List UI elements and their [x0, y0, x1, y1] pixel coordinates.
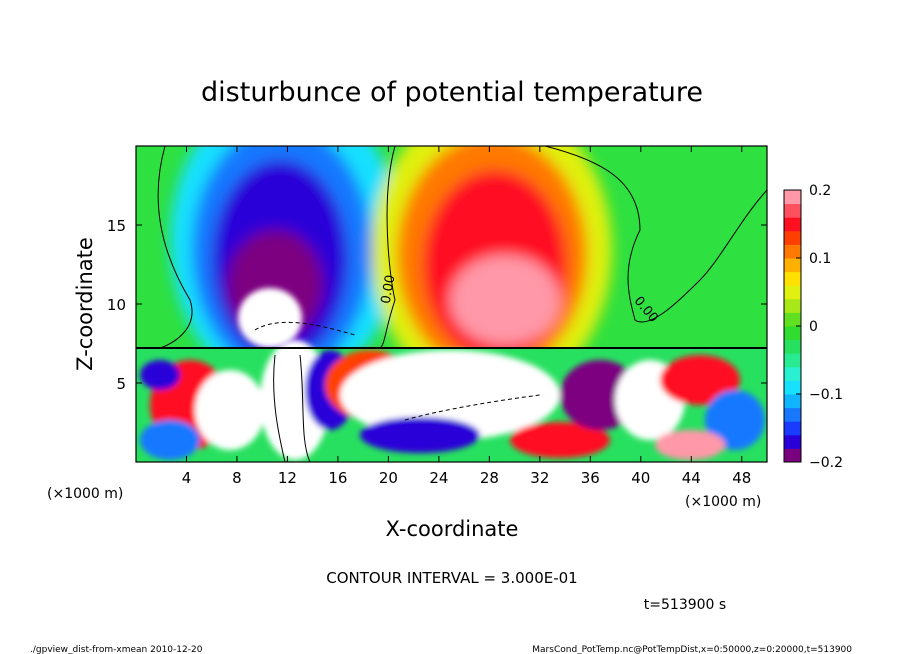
colorbar-bands: [784, 190, 801, 463]
colorbar-band: [784, 366, 801, 381]
colorbar-band: [784, 217, 801, 232]
colorbar-tick-label: 0.1: [809, 251, 831, 267]
zero-contour-mid: [379, 146, 396, 349]
x-tick-label: 32: [530, 469, 549, 487]
lower-mix: [140, 340, 765, 460]
colorbar-band: [784, 394, 801, 409]
colorbar-band: [784, 271, 801, 286]
x-tick-label: 4: [182, 469, 192, 487]
colorbar-tick-label: 0: [809, 319, 818, 335]
colorbar-band: [784, 285, 801, 300]
x-tick-label: 16: [328, 469, 347, 487]
x-tick-label: 36: [581, 469, 600, 487]
contour-lines: [136, 146, 767, 462]
colorbar-ticks: 0.2 0.1 0 −0.1 −0.2: [796, 183, 843, 471]
zero-contour-right: [544, 146, 767, 323]
colorbar-tick-label: −0.2: [809, 455, 843, 471]
upper-layer: [170, 146, 612, 400]
x-tick-label: 48: [732, 469, 751, 487]
cold-core-dashed: [254, 321, 356, 336]
positive-plume-core: [450, 255, 560, 345]
colorbar-band: [784, 434, 801, 449]
colorbar-band: [784, 190, 801, 205]
colorbar-tick-label: −0.1: [809, 387, 843, 403]
zero-contour-left: [157, 146, 193, 349]
x-axis-unit-right: (×1000 m): [685, 494, 761, 510]
contour-interval-note: CONTOUR INTERVAL = 3.000E-01: [326, 569, 577, 587]
colorbar-band: [784, 298, 801, 313]
y-tick-label: 10: [107, 296, 126, 314]
colorbar-band: [784, 421, 801, 436]
x-axis-unit-left: (×1000 m): [47, 486, 123, 502]
x-tick-label: 8: [232, 469, 242, 487]
x-tick-label: 12: [278, 469, 297, 487]
chart-title: disturbunce of potential temperature: [201, 77, 703, 108]
colorbar-band: [784, 380, 801, 395]
x-tick-label: 24: [429, 469, 448, 487]
time-stamp: t=513900 s: [644, 597, 726, 613]
colorbar-band: [784, 326, 801, 341]
x-tick-label: 40: [631, 469, 650, 487]
x-tick-label: 44: [682, 469, 701, 487]
colorbar-band: [784, 203, 801, 218]
colorbar-band: [784, 258, 801, 273]
y-axis-label: Z-coordinate: [73, 237, 97, 371]
colorbar: 0.2 0.1 0 −0.1 −0.2: [783, 183, 843, 471]
colorbar-band: [784, 339, 801, 354]
footer-right: MarsCond_PotTemp.nc@PotTempDist,x=0:5000…: [532, 645, 852, 654]
y-tick-label: 5: [116, 375, 126, 393]
colorbar-band: [784, 312, 801, 327]
x-axis-label: X-coordinate: [386, 517, 519, 541]
y-axis-ticks: 5 10 15: [107, 217, 767, 393]
contour-label-left: 0.00: [379, 274, 399, 305]
colorbar-band: [784, 353, 801, 368]
colorbar-band: [784, 244, 801, 259]
cold-white-core: [238, 288, 302, 348]
y-tick-label: 15: [107, 217, 126, 235]
x-tick-label: 20: [379, 469, 398, 487]
colorbar-band: [784, 407, 801, 422]
x-tick-label: 28: [480, 469, 499, 487]
footer-left: ./gpview_dist-from-xmean 2010-12-20: [30, 645, 203, 654]
x-axis-ticks: 4 8 12 16 20 24 28 32 36 40 44 48: [182, 146, 751, 487]
colorbar-tick-label: 0.2: [809, 183, 831, 199]
colorbar-band: [784, 448, 801, 463]
colorbar-band: [784, 230, 801, 245]
updraft-contours: [273, 354, 311, 462]
heatmap-field: [136, 146, 767, 462]
